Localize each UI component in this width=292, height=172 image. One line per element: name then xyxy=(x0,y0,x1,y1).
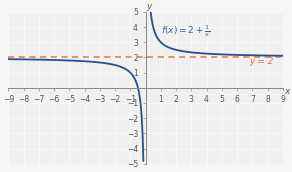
Text: y = 2: y = 2 xyxy=(249,57,274,66)
Text: x: x xyxy=(285,87,290,96)
Text: y: y xyxy=(147,2,152,11)
Text: $f(x) = 2 + \frac{1}{x}$: $f(x) = 2 + \frac{1}{x}$ xyxy=(161,24,210,39)
